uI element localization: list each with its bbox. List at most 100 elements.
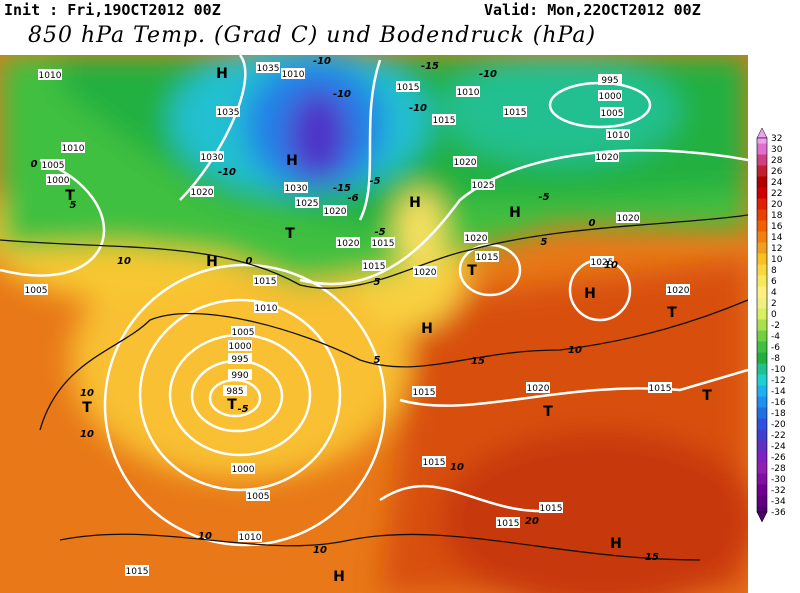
legend-tick-label: 4	[771, 288, 777, 298]
legend-swatch	[757, 418, 767, 430]
pressure-label: 1015	[372, 239, 395, 249]
pressure-label-box	[231, 326, 255, 337]
pressure-label-box	[598, 90, 622, 101]
legend-tick-label: -20	[771, 420, 786, 430]
pressure-label-box	[246, 490, 270, 501]
legend-tick-label: 30	[771, 145, 783, 155]
temperature-label: 10	[117, 256, 131, 267]
pressure-center: H	[286, 153, 298, 169]
pressure-label: 1010	[239, 533, 262, 543]
legend-swatch	[757, 275, 767, 287]
legend-swatch	[757, 473, 767, 485]
valid-time: Valid: Mon,22OCT2012 00Z	[484, 1, 701, 19]
pressure-label-box	[666, 284, 690, 295]
legend-swatch	[757, 429, 767, 441]
pressure-label-box	[125, 565, 149, 576]
temperature-label: -10	[218, 167, 236, 178]
pressure-label: 1015	[433, 116, 456, 126]
legend-tick-label: 18	[771, 211, 783, 221]
pressure-label-box	[595, 151, 619, 162]
pressure-label-box	[223, 385, 247, 396]
legend-tick-label: 8	[771, 266, 777, 276]
temperature-label: -5	[237, 404, 248, 415]
legend-swatch	[757, 198, 767, 210]
pressure-label-box	[590, 256, 614, 267]
legend-swatch	[757, 352, 767, 364]
pressure-label-box	[216, 106, 240, 117]
temperature-label: 10	[80, 388, 94, 399]
legend-swatch	[757, 341, 767, 353]
legend-tick-label: -22	[771, 431, 786, 441]
pressure-label-box	[456, 86, 480, 97]
temperature-label: -5	[374, 227, 385, 238]
pressure-center: H	[409, 195, 421, 211]
pressure-label-box	[396, 81, 420, 92]
legend-tick-label: -28	[771, 464, 786, 474]
legend-tick-label: -2	[771, 321, 780, 331]
pressure-label: 1030	[201, 153, 224, 163]
legend-tick-label: -18	[771, 409, 786, 419]
pressure-label: 1025	[591, 258, 614, 268]
pressure-label-box	[496, 517, 520, 528]
pressure-label: 1005	[42, 161, 65, 171]
pressure-label: 1020	[617, 214, 640, 224]
temperature-label: -5	[369, 176, 380, 187]
pressure-label-box	[253, 275, 277, 286]
legend-tick-label: -24	[771, 442, 786, 452]
pressure-label-box	[600, 107, 624, 118]
pressure-label-box	[200, 151, 224, 162]
pressure-center: T	[285, 226, 295, 242]
pressure-label: 995	[601, 76, 618, 86]
pressure-label: 1020	[667, 286, 690, 296]
legend-tick-label: -26	[771, 453, 786, 463]
pressure-label-box	[539, 502, 563, 513]
pressure-center: H	[216, 66, 228, 82]
legend-tick-label: -36	[771, 508, 786, 518]
pressure-label: 1000	[232, 465, 255, 475]
color-legend: 32302826242220181614121086420-2-4-6-8-10…	[756, 127, 786, 523]
temperature-label: -15	[333, 183, 351, 194]
pressure-label: 1015	[413, 388, 436, 398]
legend-tick-label: 28	[771, 156, 783, 166]
legend-tick-label: 20	[771, 200, 783, 210]
pressure-label: 1020	[527, 384, 550, 394]
temperature-label: 10	[198, 531, 212, 542]
temperature-label: -10	[333, 89, 351, 100]
legend-tick-label: -12	[771, 376, 786, 386]
legend-swatch	[757, 462, 767, 474]
pressure-label: 1000	[47, 176, 70, 186]
legend-swatch	[757, 374, 767, 386]
pressure-label-box	[453, 156, 477, 167]
pressure-center: T	[702, 388, 712, 404]
pressure-label: 990	[231, 371, 248, 381]
legend-tick-label: -32	[771, 486, 786, 496]
pressure-label: 1020	[465, 234, 488, 244]
pressure-label: 1010	[282, 70, 305, 80]
pressure-label-box	[228, 353, 252, 364]
legend-tick-label: 0	[771, 310, 777, 320]
legend-swatch	[757, 187, 767, 199]
pressure-label: 1015	[254, 277, 277, 287]
pressure-center: T	[667, 305, 677, 321]
legend-swatch	[757, 286, 767, 298]
legend-tick-label: -4	[771, 332, 780, 342]
pressure-label: 1020	[337, 239, 360, 249]
pressure-label: 985	[226, 387, 243, 397]
pressure-label: 1015	[504, 108, 527, 118]
legend-tick-label: -14	[771, 387, 786, 397]
pressure-label-box	[254, 302, 278, 313]
temperature-label: 5	[70, 200, 77, 211]
pressure-label: 995	[231, 355, 248, 365]
pressure-label: 1020	[324, 207, 347, 217]
pressure-center: H	[584, 286, 596, 302]
legend-swatch	[757, 209, 767, 221]
legend-swatch	[757, 297, 767, 309]
pressure-label-box	[336, 237, 360, 248]
pressure-label: 1005	[25, 286, 48, 296]
pressure-label-box	[256, 62, 280, 73]
pressure-center: H	[610, 536, 622, 552]
pressure-label: 1005	[247, 492, 270, 502]
legend-tick-label: -16	[771, 398, 786, 408]
pressure-label: 1010	[62, 144, 85, 154]
